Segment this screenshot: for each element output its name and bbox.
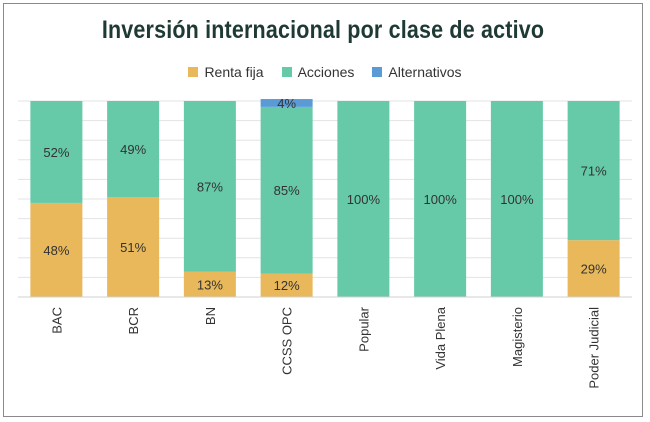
legend-item-renta-fija: Renta fija (188, 64, 264, 80)
bar-segment-acciones (30, 101, 83, 203)
data-label: 12% (274, 278, 300, 293)
legend-label-renta-fija: Renta fija (204, 64, 264, 80)
data-label: 100% (500, 192, 534, 207)
data-label: 48% (43, 243, 69, 258)
x-tick-label: Magisterio (510, 307, 525, 367)
legend-label-acciones: Acciones (297, 64, 355, 80)
bar-segment-renta-fija (260, 273, 313, 297)
legend-swatch-renta-fija (188, 67, 199, 77)
bar-segment-acciones (337, 101, 390, 297)
chart-title: Inversión internacional por clase de act… (101, 16, 545, 44)
data-label: 52% (43, 145, 69, 160)
legend-label-alternativos: Alternativos (388, 64, 462, 80)
data-label: 29% (581, 262, 607, 277)
data-label: 13% (197, 277, 223, 292)
data-label: 87% (197, 179, 223, 194)
bar-segment-renta-fija (107, 197, 160, 297)
legend: Renta fija Acciones Alternativos (0, 64, 650, 80)
data-label: 71% (581, 164, 607, 179)
x-tick-label: CCSS OPC (280, 307, 295, 375)
data-label: 51% (120, 240, 146, 255)
data-label: 4% (277, 96, 296, 111)
data-label: 100% (347, 192, 381, 207)
x-tick-label: Vida Plena (433, 306, 448, 369)
x-tick-label: BCR (126, 307, 141, 334)
x-tick-label: BN (203, 307, 218, 325)
data-label: 85% (274, 183, 300, 198)
bar-segment-renta-fija (183, 271, 236, 297)
x-tick-label: Poder Judicial (587, 307, 602, 389)
data-label: 100% (424, 192, 458, 207)
bar-segment-renta-fija (567, 240, 620, 297)
legend-swatch-acciones (281, 67, 292, 77)
legend-item-acciones: Acciones (281, 64, 355, 80)
x-tick-label: Popular (356, 306, 371, 351)
bar-segment-acciones (183, 101, 236, 272)
bar-segment-acciones (414, 101, 467, 297)
x-tick-label: BAC (49, 307, 64, 334)
bar-segment-alternativos (260, 99, 313, 107)
bar-segment-acciones (260, 106, 313, 274)
bar-segment-renta-fija (30, 202, 83, 297)
legend-swatch-alternativos (372, 67, 383, 77)
legend-item-alternativos: Alternativos (372, 64, 462, 80)
bar-segment-acciones (490, 101, 543, 297)
data-label: 49% (120, 142, 146, 157)
bar-segment-acciones (107, 101, 160, 198)
bar-segment-acciones (567, 101, 620, 241)
